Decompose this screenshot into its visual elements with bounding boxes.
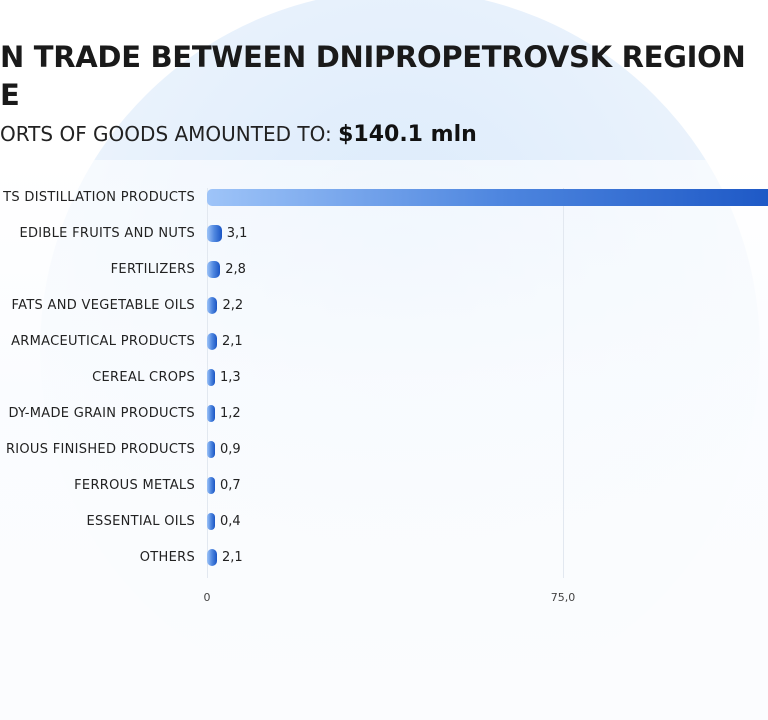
bar [207, 441, 215, 458]
chart-subtitle: ORTS OF GOODS AMOUNTED TO: $140.1 mln [0, 122, 477, 147]
category-label: OTHERS [139, 550, 195, 565]
value-label: 0,9 [220, 442, 241, 457]
category-label: FERROUS METALS [74, 478, 195, 493]
bar [207, 225, 222, 242]
value-label: 3,1 [226, 226, 248, 241]
x-tick-label: 75,0 [550, 591, 576, 604]
value-label: 2,1 [221, 550, 243, 565]
value-label: 2,8 [225, 262, 246, 277]
title-line-2: E [0, 78, 20, 112]
bar [207, 513, 215, 530]
category-label: DY-MADE GRAIN PRODUCTS [8, 406, 195, 421]
category-label: CEREAL CROPS [92, 370, 195, 385]
category-label: TS DISTILLATION PRODUCTS [3, 190, 195, 205]
value-label: 2,2 [222, 298, 244, 313]
x-tick-label: 0 [203, 591, 211, 604]
bar [207, 297, 218, 314]
category-label: EDIBLE FRUITS AND NUTS [19, 226, 195, 241]
value-label: 1,3 [220, 370, 241, 385]
value-label: 1,2 [220, 406, 241, 421]
category-label: ARMACEUTICAL PRODUCTS [11, 334, 195, 349]
bar [207, 189, 768, 206]
bar [207, 477, 215, 494]
category-label: FERTILIZERS [110, 262, 195, 277]
bar [207, 261, 221, 278]
value-label: 2,1 [221, 334, 243, 349]
bar [207, 405, 215, 422]
category-label: FATS AND VEGETABLE OILS [11, 298, 195, 313]
bar [207, 369, 215, 386]
title-line-1: N TRADE BETWEEN DNIPROPETROVSK REGION [0, 40, 746, 74]
category-label: RIOUS FINISHED PRODUCTS [5, 442, 195, 457]
category-label: ESSENTIAL OILS [86, 514, 195, 529]
value-label: 0,4 [220, 514, 241, 529]
bar [207, 333, 217, 350]
subtitle-prefix: ORTS OF GOODS AMOUNTED TO: [0, 122, 332, 146]
value-label: 0,7 [220, 478, 241, 493]
bar [207, 549, 217, 566]
chart-title: N TRADE BETWEEN DNIPROPETROVSK REGION E [0, 38, 746, 114]
gridline [563, 188, 564, 578]
subtitle-value: $140.1 mln [338, 122, 477, 147]
background-fade [0, 160, 768, 720]
